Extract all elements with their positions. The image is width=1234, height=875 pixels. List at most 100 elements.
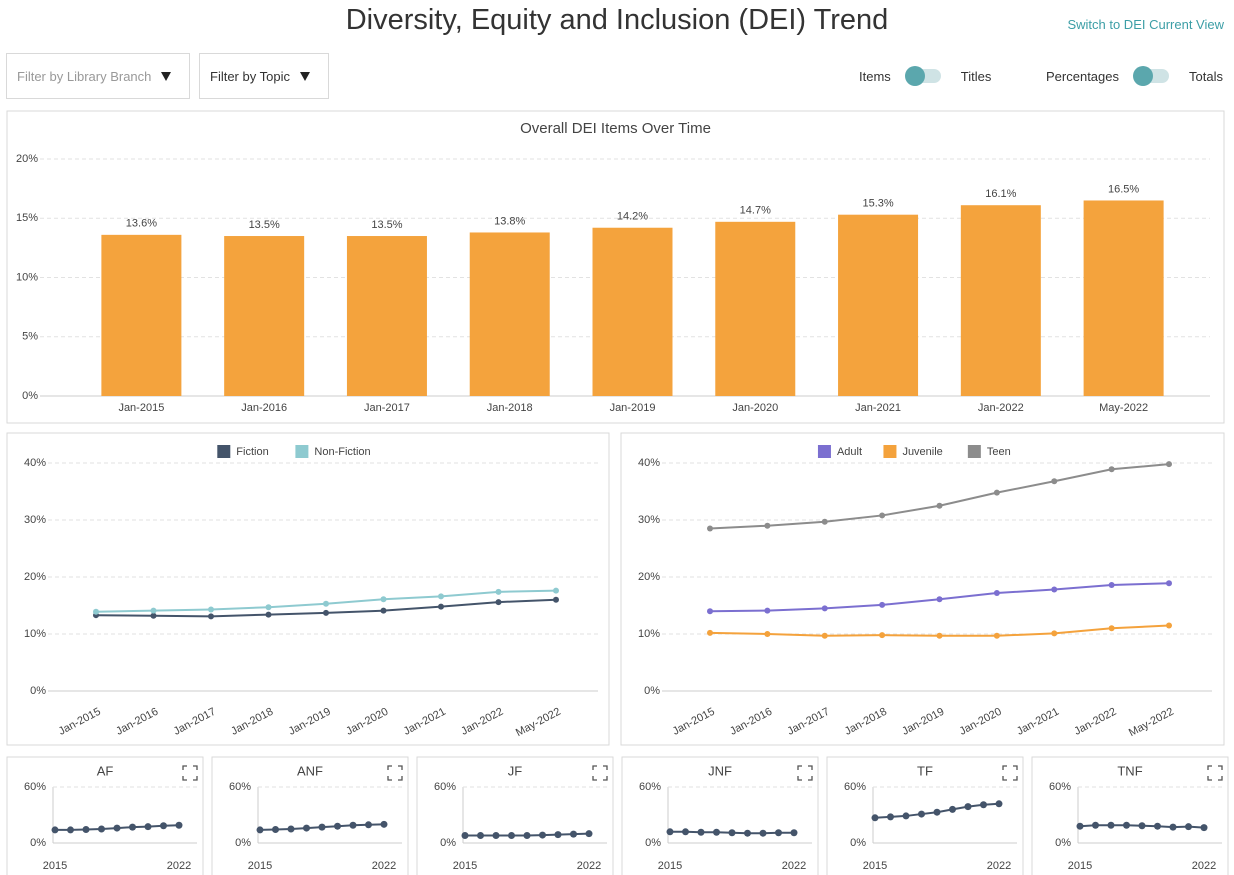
- chart-title: AF: [97, 763, 114, 778]
- x-tick-label: Jan-2017: [364, 402, 410, 414]
- data-point: [303, 824, 310, 832]
- x-tick-label: May-2022: [1099, 402, 1148, 414]
- toggle-label: Titles: [960, 68, 992, 84]
- expand-icon[interactable]: [1207, 765, 1223, 781]
- x-tick-label: 2022: [167, 860, 191, 872]
- data-point: [871, 814, 879, 822]
- data-point: [707, 608, 713, 615]
- data-point: [697, 828, 705, 836]
- legend-label: Adult: [837, 446, 862, 458]
- chart-title: JF: [508, 763, 523, 778]
- data-point: [265, 604, 272, 611]
- value-label: 16.5%: [1108, 183, 1139, 195]
- x-tick-label: 2015: [658, 860, 682, 872]
- data-point: [492, 832, 500, 840]
- data-point: [1123, 821, 1130, 829]
- data-point: [1154, 822, 1161, 830]
- data-point: [318, 823, 326, 831]
- data-point: [1108, 466, 1115, 473]
- items-toggle[interactable]: Items Titles: [859, 66, 991, 86]
- data-point: [775, 829, 782, 837]
- expand-icon[interactable]: [182, 765, 198, 781]
- expand-icon[interactable]: [387, 765, 403, 781]
- y-tick-label: 0%: [644, 685, 660, 697]
- data-point: [821, 632, 828, 639]
- value-label: 13.8%: [494, 215, 525, 227]
- y-tick-label: 0%: [645, 837, 661, 849]
- chart-title: TNF: [1117, 763, 1142, 778]
- toggle-knob: [1133, 66, 1153, 86]
- data-point: [256, 826, 264, 834]
- data-point: [175, 821, 183, 829]
- panel: [211, 756, 409, 875]
- value-label: 13.5%: [249, 219, 280, 231]
- bar: [101, 234, 182, 396]
- data-point: [523, 832, 531, 840]
- y-tick-label: 60%: [229, 781, 251, 793]
- data-point: [272, 825, 279, 833]
- data-point: [1108, 625, 1115, 632]
- legend-swatch: [295, 445, 309, 458]
- expand-icon[interactable]: [1002, 765, 1018, 781]
- data-point: [964, 803, 972, 811]
- expand-icon[interactable]: [592, 765, 608, 781]
- branch-filter[interactable]: Filter by Library Branch: [6, 53, 190, 99]
- chart-title: Overall DEI Items Over Time: [520, 120, 711, 137]
- y-tick-label: 10%: [638, 628, 660, 640]
- toggle-knob: [904, 66, 925, 86]
- data-point: [113, 824, 121, 832]
- data-point: [495, 599, 502, 606]
- data-point: [160, 822, 167, 830]
- x-tick-label: 2022: [577, 860, 601, 872]
- data-point: [936, 632, 943, 639]
- expand-icon[interactable]: [797, 765, 813, 781]
- y-tick-label: 60%: [844, 781, 866, 793]
- data-point: [918, 810, 925, 818]
- x-tick-label: 2022: [1192, 860, 1216, 872]
- bar: [592, 227, 673, 396]
- data-point: [1108, 581, 1115, 588]
- legend-swatch: [817, 445, 831, 458]
- toggle-label: Totals: [1189, 68, 1223, 84]
- data-point: [764, 522, 771, 529]
- data-point: [553, 596, 559, 603]
- data-point: [1185, 823, 1192, 831]
- x-tick-label: 2015: [453, 860, 477, 872]
- filter-label: Filter by Topic: [210, 68, 290, 84]
- data-point: [553, 587, 559, 594]
- y-tick-label: 0%: [30, 685, 46, 697]
- y-tick-label: 10%: [24, 628, 46, 640]
- data-point: [508, 832, 515, 840]
- toggle-switch[interactable]: [1133, 66, 1169, 86]
- x-tick-label: Jan-2021: [855, 402, 901, 414]
- panel: [621, 756, 819, 875]
- view-switch-link[interactable]: Switch to DEI Current View: [1067, 17, 1224, 32]
- legend-swatch: [967, 445, 981, 458]
- data-point: [713, 828, 720, 836]
- data-point: [993, 489, 1000, 496]
- bar: [1083, 200, 1164, 396]
- data-point: [1169, 823, 1177, 831]
- data-point: [67, 826, 74, 834]
- bar: [346, 236, 427, 396]
- data-point: [993, 589, 1000, 596]
- percent-toggle[interactable]: Percentages Totals: [1046, 66, 1223, 86]
- topic-filter[interactable]: Filter by Topic: [199, 53, 329, 99]
- y-tick-label: 15%: [16, 212, 38, 224]
- data-point: [349, 821, 357, 829]
- data-point: [150, 607, 157, 614]
- data-point: [728, 829, 736, 837]
- panel: [620, 432, 1225, 746]
- dropdown-arrow: [299, 71, 310, 81]
- data-point: [1051, 630, 1058, 637]
- bar: [838, 214, 919, 396]
- toggle-switch[interactable]: [904, 66, 941, 86]
- chart-title: JNF: [708, 763, 732, 778]
- y-tick-label: 30%: [638, 514, 660, 526]
- data-point: [759, 829, 767, 837]
- x-tick-label: Jan-2015: [118, 402, 164, 414]
- value-label: 14.2%: [617, 211, 648, 223]
- data-point: [1166, 461, 1172, 468]
